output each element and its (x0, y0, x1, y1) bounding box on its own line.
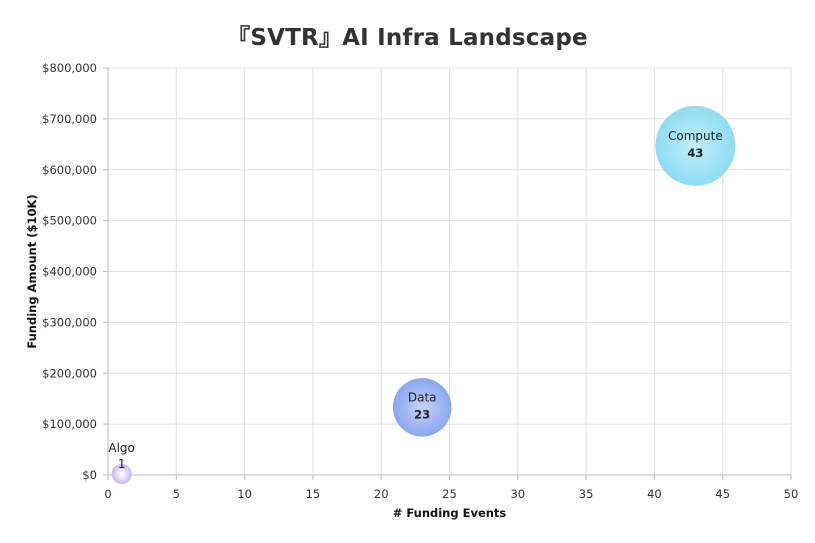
bubble-algo[interactable]: Algo 1 (108, 441, 135, 484)
bubble-circle[interactable] (655, 105, 736, 186)
bubble-circle[interactable] (111, 463, 132, 484)
x-tick-label: 30 (510, 487, 525, 501)
x-tick-label: 10 (237, 487, 252, 501)
bubble-name-label: Algo (108, 441, 135, 455)
x-tick-label: 15 (306, 487, 321, 501)
bubble-name-label: Compute (668, 129, 723, 143)
x-tick-label: 5 (173, 487, 180, 501)
y-tick-label: $400,000 (42, 265, 97, 279)
bubble-count-label: 23 (414, 407, 430, 421)
x-tick-label: 45 (715, 487, 730, 501)
x-tick-label: 20 (374, 487, 389, 501)
y-tick-label: $200,000 (42, 366, 97, 380)
bubble-compute[interactable]: Compute 43 (655, 105, 736, 186)
y-tick-label: $100,000 (42, 417, 97, 431)
bubble-circle[interactable] (392, 378, 452, 437)
chart-title: 『SVTR』AI Infra Landscape (227, 25, 588, 51)
bubbles: Algo 1 Data 23 Compute 43 (108, 105, 736, 484)
x-tick-label: 35 (579, 487, 594, 501)
y-tick-label: $0 (82, 468, 97, 482)
bubble-count-label: 1 (118, 457, 126, 471)
x-tick-label: 50 (784, 487, 799, 501)
y-tick-label: $700,000 (42, 112, 97, 126)
y-tick-label: $300,000 (42, 315, 97, 329)
bubble-name-label: Data (408, 390, 437, 404)
x-tick-label: 40 (647, 487, 662, 501)
axes: 0 5 10 15 20 25 30 35 40 45 50 $0 $100,000 $200,000 $3… (42, 61, 798, 501)
bubble-data[interactable]: Data 23 (392, 378, 452, 437)
y-tick-label: $500,000 (42, 214, 97, 228)
x-axis-title: # Funding Events (393, 506, 507, 520)
x-tick-label: 0 (104, 487, 111, 501)
bubble-count-label: 43 (687, 146, 703, 160)
y-axis-title: Funding Amount ($10K) (25, 194, 39, 348)
x-tick-label: 25 (442, 487, 457, 501)
y-tick-label: $600,000 (42, 163, 97, 177)
y-tick-label: $800,000 (42, 61, 97, 75)
